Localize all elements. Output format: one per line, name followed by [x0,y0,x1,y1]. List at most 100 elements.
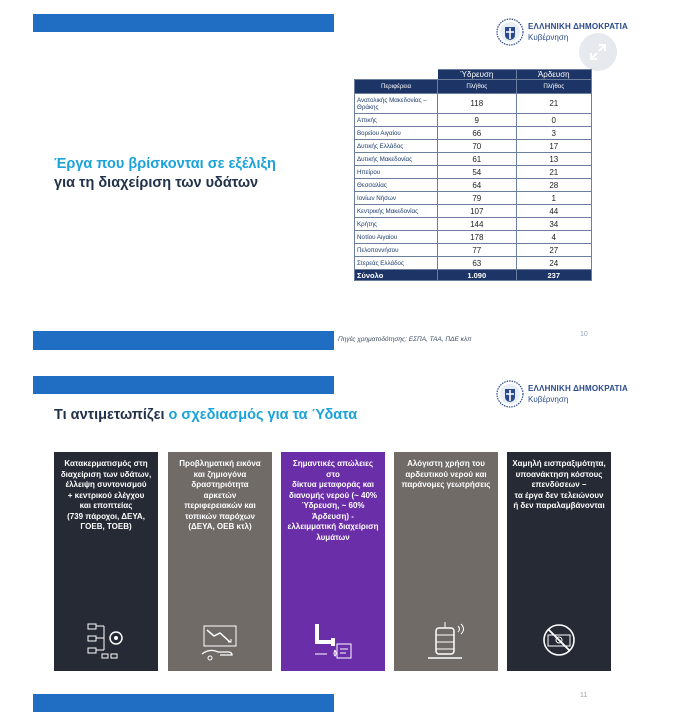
irrigation-count-cell: 3 [515,126,593,140]
gov-subtitle: Κυβέρνηση [528,395,569,404]
irrigation-count-cell: 27 [515,243,593,257]
irrigation-count-cell: 17 [515,139,593,153]
region-cell: Δυτικής Μακεδονίας [354,152,438,166]
region-cell: Νοτίου Αιγαίου [354,230,438,244]
issue-card-text: Κατακερματισμός στη διαχείριση των υδάτω… [60,459,152,531]
expand-button[interactable] [579,33,617,71]
water-count-cell: 79 [437,191,517,205]
funding-source-note: Πηγές χρηματοδότησης: ΕΣΠΑ, ΤΑΑ, ΠΔΕ κλπ [338,336,472,343]
water-count-cell: 63 [437,256,517,270]
water-count-cell: 118 [437,93,517,114]
table-row: Κεντρικής Μακεδονίας 107 44 [354,204,593,218]
title-line-1: Έργα που βρίσκονται σε εξέλιξη [54,156,276,172]
regions-table: Ύδρευση Άρδευση Περιφέρεια Πλήθος Πλήθος… [354,69,593,281]
expand-icon [590,44,606,60]
page-number: 10 [580,331,588,338]
no-money-icon [537,620,581,662]
col-header-region: Περιφέρεια [354,79,438,94]
irrigation-count-cell: 21 [515,93,593,114]
gov-name: ΕΛΛΗΝΙΚΗ ΔΗΜΟΚΡΑΤΙΑ [528,22,628,31]
table-row: Νοτίου Αιγαίου 178 4 [354,230,593,244]
issue-card: Προβληματική εικόνα και ζημιογόνα δραστη… [168,452,272,671]
issue-card-text: Χαμηλή εισπραξιμότητα, υποανάκτηση κόστο… [512,459,606,510]
table-group-header: Ύδρευση Άρδευση [354,69,593,80]
bottom-accent-bar [33,694,334,712]
gov-subtitle: Κυβέρνηση [528,33,569,42]
irrigation-count-cell: 13 [515,152,593,166]
region-cell: Στερεάς Ελλάδος [354,256,438,270]
slide-title: Έργα που βρίσκονται σε εξέλιξη για τη δι… [54,155,276,193]
bottom-accent-bar [33,331,334,350]
table-row: Θεσσαλίας 64 28 [354,178,593,192]
water-count-cell: 77 [437,243,517,257]
issue-card: Χαμηλή εισπραξιμότητα, υποανάκτηση κόστο… [507,452,611,671]
water-count-cell: 54 [437,165,517,179]
total-irrigation: 237 [515,269,593,281]
page-number: 11 [580,692,588,699]
slide-title: Τι αντιμετωπίζει ο σχεδιασμός για τα Ύδα… [54,407,357,423]
table-row: Πελοποννήσου 77 27 [354,243,593,257]
water-well-icon [424,620,468,662]
irrigation-count-cell: 0 [515,113,593,127]
government-logo: ΕΛΛΗΝΙΚΗ ΔΗΜΟΚΡΑΤΙΑ Κυβέρνηση [496,380,628,408]
irrigation-count-cell: 24 [515,256,593,270]
gov-name: ΕΛΛΗΝΙΚΗ ΔΗΜΟΚΡΑΤΙΑ [528,384,628,393]
table-row: Δυτικής Ελλάδος 70 17 [354,139,593,153]
irrigation-count-cell: 44 [515,204,593,218]
issue-card: Κατακερματισμός στη διαχείριση των υδάτω… [54,452,158,671]
pipe-leak-icon [311,620,355,662]
table-row: Ηπείρου 54 21 [354,165,593,179]
col-header-irrigation-count: Πλήθος [515,79,593,94]
region-cell: Κεντρικής Μακεδονίας [354,204,438,218]
title-accent: ο σχεδιασμός για τα Ύδατα [168,407,358,423]
table-column-header: Περιφέρεια Πλήθος Πλήθος [354,79,593,94]
group-header-water: Ύδρευση [437,69,517,80]
region-cell: Αττικής [354,113,438,127]
water-count-cell: 66 [437,126,517,140]
water-count-cell: 107 [437,204,517,218]
top-accent-bar [33,14,334,32]
region-cell: Ιονίων Νήσων [354,191,438,205]
total-water: 1.090 [437,269,517,281]
col-header-water-count: Πλήθος [437,79,517,94]
table-row: Στερεάς Ελλάδος 63 24 [354,256,593,270]
irrigation-count-cell: 34 [515,217,593,231]
region-cell: Κρήτης [354,217,438,231]
issue-card: Αλόγιστη χρήση του αρδευτικού νερού και … [394,452,498,671]
table-row: Δυτικής Μακεδονίας 61 13 [354,152,593,166]
table-body: Ανατολικής Μακεδονίας – Θράκης 118 21 Αττικ… [354,93,593,270]
issue-card: Σημαντικές απώλειες στο δίκτυα μεταφοράς… [281,452,385,671]
slide-10: ΕΛΛΗΝΙΚΗ ΔΗΜΟΚΡΑΤΙΑ Κυβέρνηση Έργα που β… [0,0,690,350]
irrigation-count-cell: 21 [515,165,593,179]
irrigation-count-cell: 1 [515,191,593,205]
water-count-cell: 178 [437,230,517,244]
table-total-row: Σύνολο 1.090 237 [354,269,593,281]
water-count-cell: 144 [437,217,517,231]
total-label: Σύνολο [354,269,438,281]
water-count-cell: 9 [437,113,517,127]
region-cell: Θεσσαλίας [354,178,438,192]
region-cell: Βορείου Αιγαίου [354,126,438,140]
region-cell: Ηπείρου [354,165,438,179]
table-row: Κρήτης 144 34 [354,217,593,231]
title-line-2: για τη διαχείριση των υδάτων [54,175,259,191]
table-row: Βορείου Αιγαίου 66 3 [354,126,593,140]
group-header-irrigation: Άρδευση [515,69,593,80]
government-logo: ΕΛΛΗΝΙΚΗ ΔΗΜΟΚΡΑΤΙΑ Κυβέρνηση [496,18,628,46]
region-cell: Ανατολικής Μακεδονίας – Θράκης [354,93,438,114]
irrigation-count-cell: 4 [515,230,593,244]
network-flowchart-icon [84,620,128,662]
loss-chart-hand-icon [198,620,242,662]
irrigation-count-cell: 28 [515,178,593,192]
region-cell: Πελοποννήσου [354,243,438,257]
issue-card-text: Αλόγιστη χρήση του αρδευτικού νερού και … [401,459,491,489]
issue-card-text: Προβληματική εικόνα και ζημιογόνα δραστη… [179,459,261,531]
table-row: Αττικής 9 0 [354,113,593,127]
top-accent-bar [33,376,334,394]
greek-emblem-icon [496,380,524,408]
greek-emblem-icon [496,18,524,46]
title-prefix: Τι αντιμετωπίζει [54,407,169,423]
issue-card-text: Σημαντικές απώλειες στο δίκτυα μεταφοράς… [287,459,379,542]
water-count-cell: 64 [437,178,517,192]
water-count-cell: 70 [437,139,517,153]
